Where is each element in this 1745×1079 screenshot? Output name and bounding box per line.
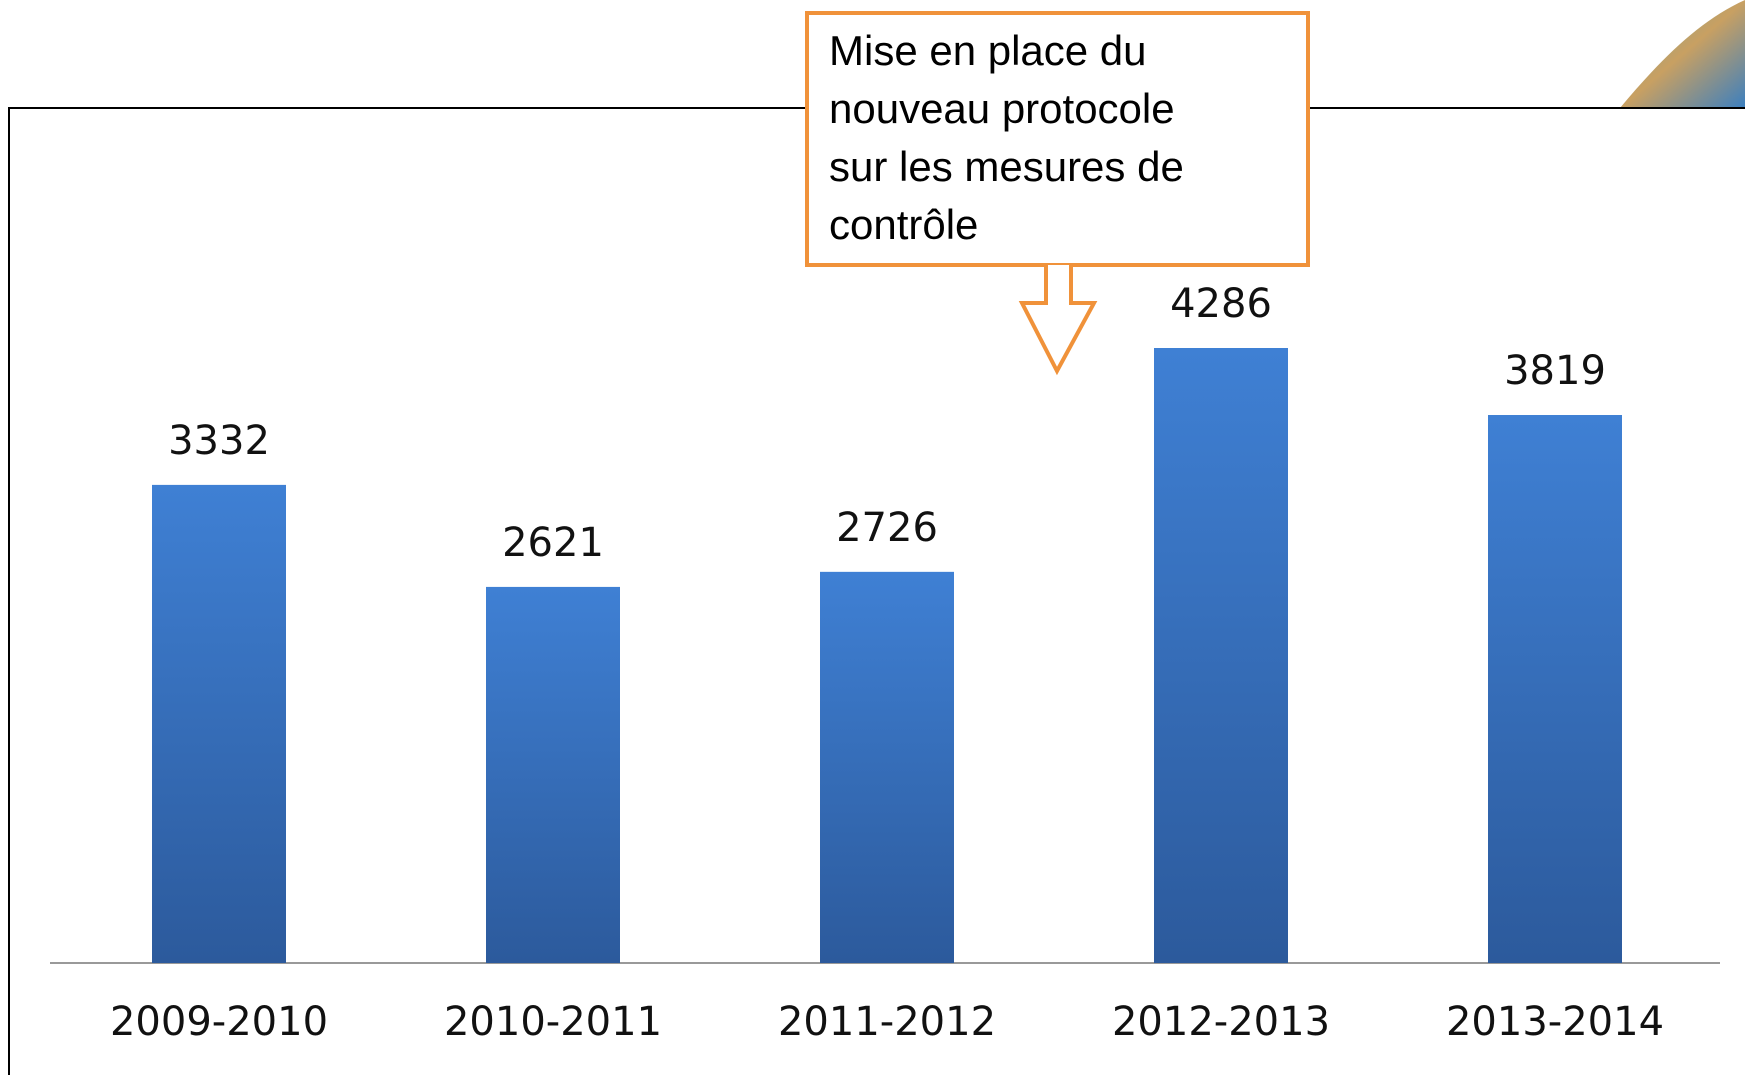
annotation-line: contrôle <box>829 201 978 248</box>
bar <box>152 485 286 963</box>
value-label: 2621 <box>502 520 604 566</box>
x-tick-label: 2009-2010 <box>110 999 328 1045</box>
annotation-line: sur les mesures de <box>829 143 1184 190</box>
value-label: 4286 <box>1170 281 1272 327</box>
bar <box>1154 348 1288 963</box>
value-label: 2726 <box>836 505 938 551</box>
x-tick-label: 2013-2014 <box>1446 999 1664 1045</box>
x-tick-label: 2010-2011 <box>444 999 662 1045</box>
bar <box>486 587 620 963</box>
value-label: 3819 <box>1504 348 1606 394</box>
bar <box>820 572 954 963</box>
annotation-line: nouveau protocole <box>829 85 1175 132</box>
page: Mise en place du nouveau protocole sur les… <box>0 0 1745 1075</box>
value-label: 3332 <box>168 418 270 464</box>
x-tick-label: 2012-2013 <box>1112 999 1330 1045</box>
x-tick-label: 2011-2012 <box>778 999 996 1045</box>
annotation-line: Mise en place du <box>829 27 1147 74</box>
decoration <box>1620 0 1745 108</box>
chart: Mise en place du nouveau protocole sur les… <box>0 0 1745 1075</box>
bar <box>1488 415 1622 963</box>
